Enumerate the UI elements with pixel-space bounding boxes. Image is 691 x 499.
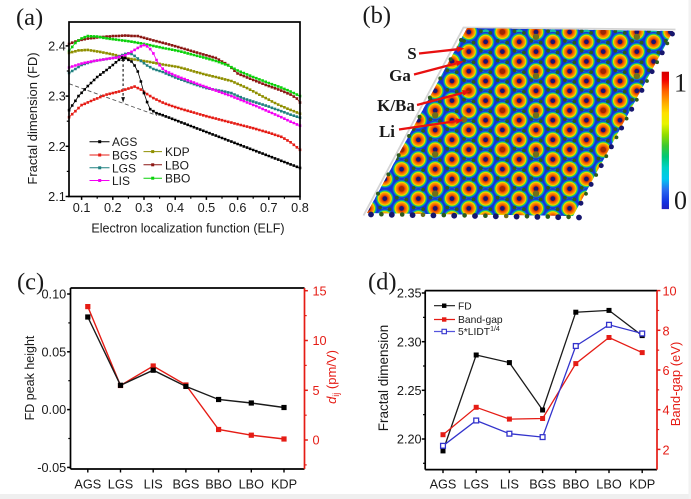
svg-text:K/Ba: K/Ba [377, 96, 415, 115]
svg-text:S: S [407, 44, 416, 63]
svg-text:4: 4 [663, 404, 670, 418]
svg-text:0.10: 0.10 [41, 288, 66, 302]
svg-text:LIS: LIS [112, 174, 130, 188]
svg-text:(a): (a) [16, 4, 43, 31]
svg-text:(c): (c) [17, 268, 44, 295]
svg-text:AGS: AGS [112, 135, 137, 149]
svg-text:0.00: 0.00 [41, 403, 66, 417]
svg-text:Li: Li [379, 122, 395, 141]
svg-text:2.3: 2.3 [48, 90, 66, 104]
svg-text:Fractal dimension: Fractal dimension [376, 325, 391, 432]
svg-text:0.1: 0.1 [73, 201, 91, 215]
svg-text:0.7: 0.7 [260, 201, 278, 215]
svg-text:10: 10 [313, 334, 327, 348]
svg-text:Band-gap (eV): Band-gap (eV) [668, 342, 683, 427]
svg-text:dij (pm/V): dij (pm/V) [324, 350, 341, 404]
svg-text:BBO: BBO [165, 172, 190, 186]
svg-text:0: 0 [674, 186, 687, 215]
svg-text:Fractal dimension (FD): Fractal dimension (FD) [25, 52, 40, 184]
svg-text:FD peak height: FD peak height [23, 335, 37, 420]
svg-text:0.05: 0.05 [41, 345, 66, 359]
svg-text:1: 1 [674, 69, 687, 98]
svg-text:0.4: 0.4 [166, 201, 184, 215]
svg-text:LIS: LIS [500, 478, 519, 492]
svg-text:(d): (d) [368, 268, 397, 295]
svg-text:FD: FD [458, 301, 472, 312]
svg-text:2.20: 2.20 [397, 433, 422, 447]
svg-text:BBO: BBO [205, 478, 232, 492]
svg-text:LBO: LBO [596, 478, 622, 492]
svg-text:0.2: 0.2 [104, 201, 122, 215]
svg-text:0.6: 0.6 [229, 201, 247, 215]
svg-text:15: 15 [313, 284, 327, 298]
svg-text:10: 10 [663, 285, 677, 299]
svg-text:0: 0 [313, 434, 320, 448]
svg-text:LBO: LBO [165, 158, 189, 172]
svg-text:AGS: AGS [74, 478, 101, 492]
svg-text:(b): (b) [363, 2, 392, 29]
svg-text:2.30: 2.30 [397, 335, 422, 349]
svg-text:LGS: LGS [464, 478, 489, 492]
svg-text:LGS: LGS [112, 161, 136, 175]
svg-text:2.1: 2.1 [48, 190, 66, 204]
svg-text:0.3: 0.3 [135, 201, 153, 215]
svg-text:2.25: 2.25 [397, 384, 422, 398]
svg-text:0.5: 0.5 [198, 201, 216, 215]
svg-text:5: 5 [313, 384, 320, 398]
svg-text:KDP: KDP [271, 478, 297, 492]
svg-text:BGS: BGS [112, 149, 137, 163]
svg-text:BBO: BBO [562, 478, 589, 492]
svg-text:Band-gap: Band-gap [458, 315, 503, 326]
svg-text:-0.05: -0.05 [37, 461, 66, 475]
svg-text:AGS: AGS [430, 478, 457, 492]
svg-text:2.35: 2.35 [397, 287, 422, 301]
svg-text:BGS: BGS [529, 478, 556, 492]
svg-text:KDP: KDP [165, 145, 190, 159]
svg-text:8: 8 [663, 324, 670, 338]
svg-text:2.2: 2.2 [48, 140, 66, 154]
svg-text:Electron localization function: Electron localization function (ELF) [91, 222, 284, 236]
svg-text:2: 2 [663, 443, 670, 457]
svg-text:LIS: LIS [144, 478, 163, 492]
svg-text:BGS: BGS [173, 478, 200, 492]
svg-text:LBO: LBO [239, 478, 265, 492]
svg-text:2.4: 2.4 [48, 40, 66, 54]
svg-text:5*LIDT1/4: 5*LIDT1/4 [458, 326, 500, 338]
svg-text:Ga: Ga [389, 66, 411, 85]
svg-text:KDP: KDP [629, 478, 655, 492]
svg-text:0.8: 0.8 [291, 201, 309, 215]
svg-text:LGS: LGS [108, 478, 133, 492]
svg-text:6: 6 [663, 364, 670, 378]
